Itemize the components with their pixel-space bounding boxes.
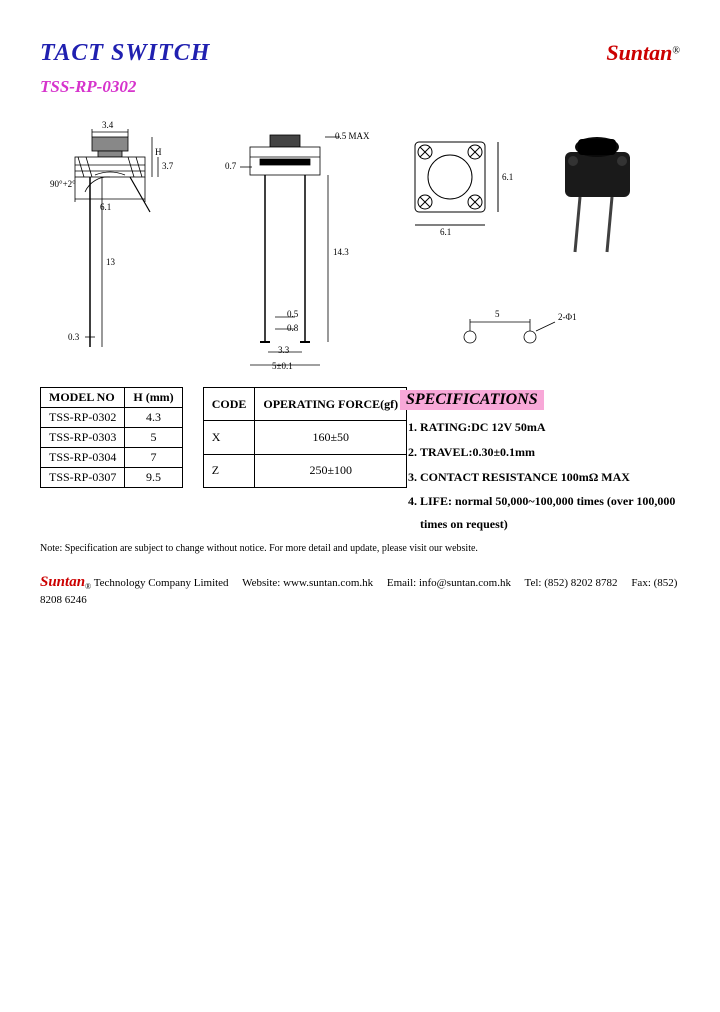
table-row: TSS-RP-03079.5 [41,468,183,488]
product-photo [540,117,660,257]
website-label: Website: [242,577,280,589]
dim-5: 5±0.1 [272,361,293,371]
fax-label: Fax: [631,577,651,589]
specs-heading: SPECIFICATIONS [400,390,544,410]
table-row: X160±50 [203,421,406,454]
email-value: info@suntan.com.hk [419,577,511,589]
footer-brand: Suntan [40,574,85,590]
footer-mark: ® [85,582,91,591]
dim-h: H [155,147,162,157]
dim-37: 3.7 [162,161,173,171]
brand-mark: ® [672,46,680,57]
tel-label: Tel: [525,577,542,589]
dim-05max: 0.5 MAX [335,131,370,141]
brand-name: Suntan [606,40,672,65]
website-value: www.suntan.com.hk [283,577,373,589]
specifications-block: SPECIFICATIONS RATING:DC 12V 50mA TRAVEL… [400,390,680,538]
brand-logo: Suntan® [606,40,680,66]
dim-03: 0.3 [68,332,79,342]
th-model: MODEL NO [41,388,125,408]
model-table: MODEL NO H (mm) TSS-RP-03024.3 TSS-RP-03… [40,387,183,488]
dim-07: 0.7 [225,161,236,171]
specs-list: RATING:DC 12V 50mA TRAVEL:0.30±0.1mm CON… [400,416,680,536]
tel-value: (852) 8202 8782 [544,577,617,589]
dim-143: 14.3 [333,247,349,257]
dim-2phi1: 2-Φ1 [558,312,577,322]
dim-13: 13 [106,257,115,267]
dim-pcb5: 5 [495,309,500,319]
top-view-drawing [400,127,510,237]
dim-34: 3.4 [102,120,113,130]
header: TACT SWITCH Suntan® [40,40,680,67]
dim-08: 0.8 [287,323,298,333]
side-view-drawing [40,117,190,377]
part-number: TSS-RP-0302 [40,77,680,97]
table-row: TSS-RP-03024.3 [41,408,183,428]
force-table: CODE OPERATING FORCE(gf) X160±50 Z250±10… [203,387,407,488]
dim-angle: 90°+2° [50,179,76,189]
table-row: TSS-RP-03035 [41,428,183,448]
email-label: Email: [387,577,416,589]
spec-item: LIFE: normal 50,000~100,000 times (over … [420,490,680,536]
technical-drawings: 3.4 H 3.7 6.1 90°+2° 13 0.3 [40,117,680,377]
th-force: OPERATING FORCE(gf) [255,388,407,421]
page-title: TACT SWITCH [40,40,210,67]
th-h: H (mm) [125,388,182,408]
spec-item: TRAVEL:0.30±0.1mm [420,441,680,464]
dim-61: 6.1 [100,202,111,212]
dim-61h: 6.1 [440,227,451,237]
spec-item: CONTACT RESISTANCE 100mΩ MAX [420,466,680,489]
table-row: Z250±100 [203,454,406,487]
note-text: Note: Specification are subject to chang… [40,543,680,554]
footer: Suntan® Technology Company Limited Websi… [40,572,680,608]
dim-33: 3.3 [278,345,289,355]
table-row: TSS-RP-03047 [41,448,183,468]
spec-item: RATING:DC 12V 50mA [420,416,680,439]
footer-company: Technology Company Limited [94,577,229,589]
th-code: CODE [203,388,255,421]
dim-05: 0.5 [287,309,298,319]
dim-61v: 6.1 [502,172,513,182]
